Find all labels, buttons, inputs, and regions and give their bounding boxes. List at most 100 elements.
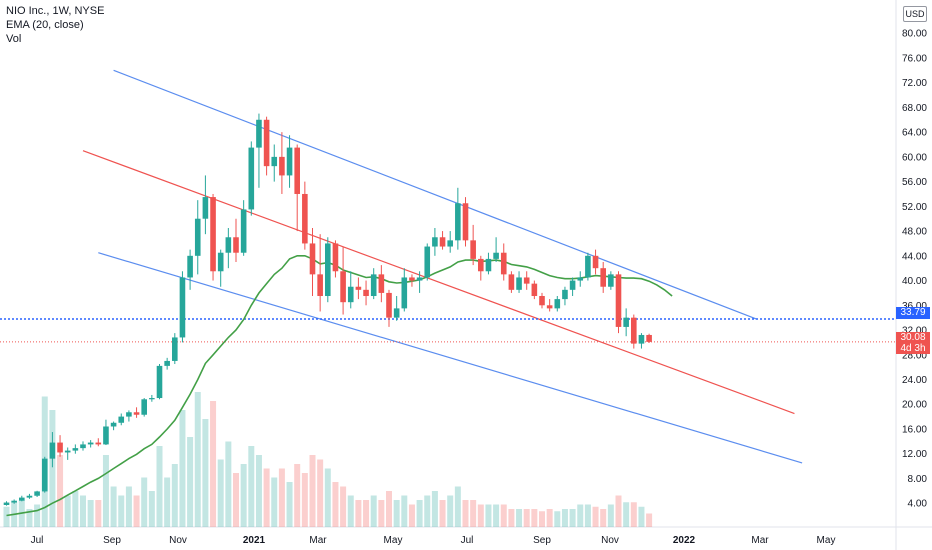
volume-bar xyxy=(424,495,431,527)
y-tick-label: 44.00 xyxy=(902,251,927,262)
y-tick-label: 28.00 xyxy=(902,350,927,361)
x-tick-label: Mar xyxy=(309,535,327,546)
candle-body xyxy=(409,277,415,281)
y-tick-label: 24.00 xyxy=(902,375,927,386)
y-tick-label: 72.00 xyxy=(902,78,927,89)
candle-body xyxy=(248,147,255,210)
volume-bar xyxy=(26,509,33,527)
volume-bar xyxy=(416,500,423,527)
candle-body xyxy=(302,193,308,244)
symbol-label: NIO Inc., 1W, NYSE xyxy=(6,5,105,17)
candle-body xyxy=(271,156,278,167)
volume-bar xyxy=(317,459,324,527)
candle-body xyxy=(516,277,522,290)
volume-bar xyxy=(240,464,247,527)
candle-body xyxy=(485,258,492,272)
x-tick-label: 2022 xyxy=(673,535,696,546)
volume-bar xyxy=(646,513,653,527)
volume-bar xyxy=(462,500,469,527)
candle-body xyxy=(133,412,140,415)
volume-bar xyxy=(340,486,347,527)
currency-button[interactable]: USD xyxy=(903,6,927,22)
candle-body xyxy=(294,147,300,194)
volume-bar xyxy=(64,495,71,527)
volume-bar xyxy=(271,477,278,527)
candle-body xyxy=(439,237,446,247)
candle-body xyxy=(401,277,408,309)
volume-bar xyxy=(531,509,538,527)
candle-body xyxy=(263,119,270,167)
volume-bar xyxy=(363,500,370,527)
volume-bar xyxy=(118,495,125,527)
volume-bar xyxy=(493,504,500,527)
candle-body xyxy=(562,289,568,300)
volume-bar xyxy=(49,410,56,527)
candle-body xyxy=(286,147,293,176)
volume-bar xyxy=(110,486,117,527)
candle-body xyxy=(64,450,71,453)
volume-bar xyxy=(286,482,293,527)
volume-bar xyxy=(102,455,109,527)
volume-bar xyxy=(347,495,354,527)
price-line-tag: 33.79 xyxy=(896,307,930,319)
candle-body xyxy=(347,286,354,303)
candle-body xyxy=(646,334,652,342)
volume-bar xyxy=(386,491,392,527)
volume-bar xyxy=(378,500,385,527)
candle-body xyxy=(478,258,484,272)
volume-bar xyxy=(592,506,599,527)
candle-body xyxy=(363,289,369,297)
candle-body xyxy=(531,283,538,297)
y-tick-label: 36.00 xyxy=(902,301,927,312)
volume-bar xyxy=(561,509,568,527)
candle-body xyxy=(87,442,94,445)
candle-body xyxy=(57,442,63,453)
volume-bar xyxy=(554,511,561,527)
volume-bar xyxy=(370,495,377,527)
volume-bar xyxy=(187,437,194,527)
y-tick-label: 64.00 xyxy=(902,128,927,139)
volume-bar xyxy=(539,511,545,527)
volume-bar xyxy=(439,500,446,527)
candle-body xyxy=(416,277,423,281)
candle-body xyxy=(470,240,476,259)
x-tick-label: Jul xyxy=(461,535,474,546)
candle-body xyxy=(432,237,438,247)
y-tick-label: 12.00 xyxy=(902,449,927,460)
candle-body xyxy=(309,243,316,275)
volume-bar xyxy=(225,441,232,527)
candle-body xyxy=(569,280,576,290)
volume-bar xyxy=(355,500,362,527)
y-tick-label: 32.00 xyxy=(902,326,927,337)
last-price-tag: 30.08 4d 3h xyxy=(896,332,930,354)
candle-body xyxy=(447,240,453,247)
x-tick-label: May xyxy=(817,535,836,546)
candle-body xyxy=(11,500,17,503)
y-tick-label: 4.00 xyxy=(908,499,928,510)
volume-bar xyxy=(431,491,438,527)
volume-bar xyxy=(516,509,523,527)
candle-body xyxy=(80,444,86,449)
y-tick-label: 56.00 xyxy=(902,177,927,188)
volume-label: Vol xyxy=(6,33,22,45)
volume-bar xyxy=(301,473,308,527)
volume-bar xyxy=(393,500,400,527)
volume-bar xyxy=(125,486,132,527)
candle-body xyxy=(141,399,147,415)
x-tick-label: Mar xyxy=(751,535,769,546)
candle-body xyxy=(500,252,507,275)
candle-body xyxy=(103,426,109,445)
volume-bar xyxy=(210,401,217,527)
volume-bar xyxy=(569,509,576,527)
volume-bar xyxy=(447,495,454,527)
x-tick-label: Sep xyxy=(103,535,121,546)
candle-body xyxy=(179,277,186,338)
volume-bar xyxy=(477,504,484,527)
candle-body xyxy=(240,209,247,253)
volume-bar xyxy=(546,509,553,527)
y-tick-label: 48.00 xyxy=(902,227,927,238)
volume-bar xyxy=(500,504,507,527)
candle-body xyxy=(592,255,599,269)
candle-body xyxy=(164,360,170,366)
